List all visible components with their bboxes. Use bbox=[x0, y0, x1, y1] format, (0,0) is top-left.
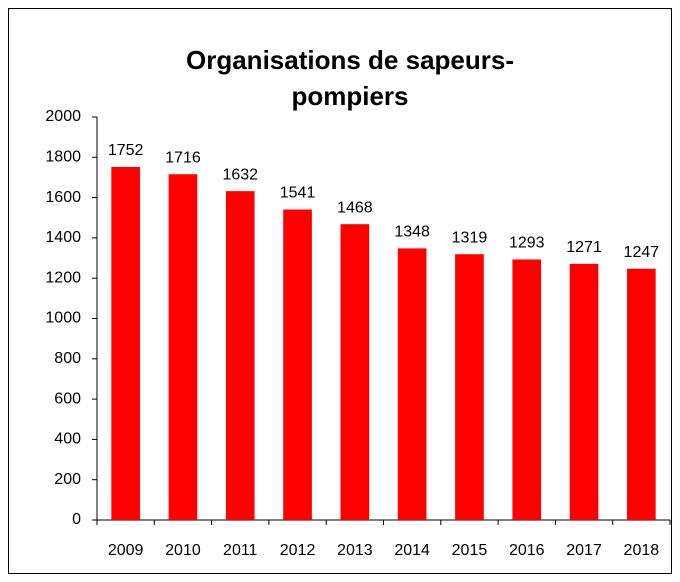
bar bbox=[283, 209, 312, 520]
chart-title: pompiers bbox=[291, 81, 408, 111]
x-tick-label: 2010 bbox=[165, 542, 201, 559]
x-tick-label: 2013 bbox=[337, 542, 373, 559]
value-label: 1293 bbox=[509, 235, 545, 252]
y-tick-label: 200 bbox=[54, 471, 81, 488]
bar bbox=[397, 248, 427, 521]
y-tick-label: 1600 bbox=[45, 189, 81, 206]
x-tick-label: 2011 bbox=[223, 542, 258, 559]
y-tick-label: 400 bbox=[54, 431, 81, 448]
x-tick-label: 2018 bbox=[624, 542, 660, 559]
y-tick-label: 600 bbox=[54, 390, 81, 407]
bar bbox=[340, 224, 370, 520]
y-tick-label: 1000 bbox=[45, 310, 81, 327]
x-tick-label: 2014 bbox=[394, 542, 430, 559]
x-tick-label: 2012 bbox=[280, 542, 316, 559]
y-tick-label: 2000 bbox=[45, 108, 81, 125]
x-tick-label: 2015 bbox=[452, 542, 488, 559]
y-tick-label: 1800 bbox=[45, 149, 81, 166]
y-tick-label: 1200 bbox=[45, 269, 81, 286]
bar bbox=[168, 174, 198, 520]
bar bbox=[111, 166, 140, 521]
bar bbox=[569, 263, 599, 520]
value-label: 1716 bbox=[165, 149, 201, 166]
value-label: 1271 bbox=[566, 239, 602, 256]
x-tick-label: 2009 bbox=[108, 542, 144, 559]
bar bbox=[455, 254, 484, 520]
value-label: 1468 bbox=[337, 199, 373, 216]
value-label: 1348 bbox=[394, 224, 430, 241]
y-tick-label: 800 bbox=[54, 350, 81, 367]
bar bbox=[225, 191, 255, 521]
bar bbox=[512, 259, 542, 520]
value-label: 1541 bbox=[280, 185, 316, 202]
value-label: 1752 bbox=[108, 142, 144, 159]
chart-title: Organisations de sapeurs- bbox=[186, 45, 514, 75]
value-label: 1319 bbox=[452, 229, 488, 246]
value-label: 1247 bbox=[624, 244, 660, 261]
value-label: 1632 bbox=[222, 166, 258, 183]
x-tick-label: 2017 bbox=[566, 542, 602, 559]
bar bbox=[627, 268, 656, 520]
y-tick-label: 1400 bbox=[45, 229, 81, 246]
y-tick-label: 0 bbox=[72, 511, 81, 528]
x-tick-label: 2016 bbox=[509, 542, 545, 559]
